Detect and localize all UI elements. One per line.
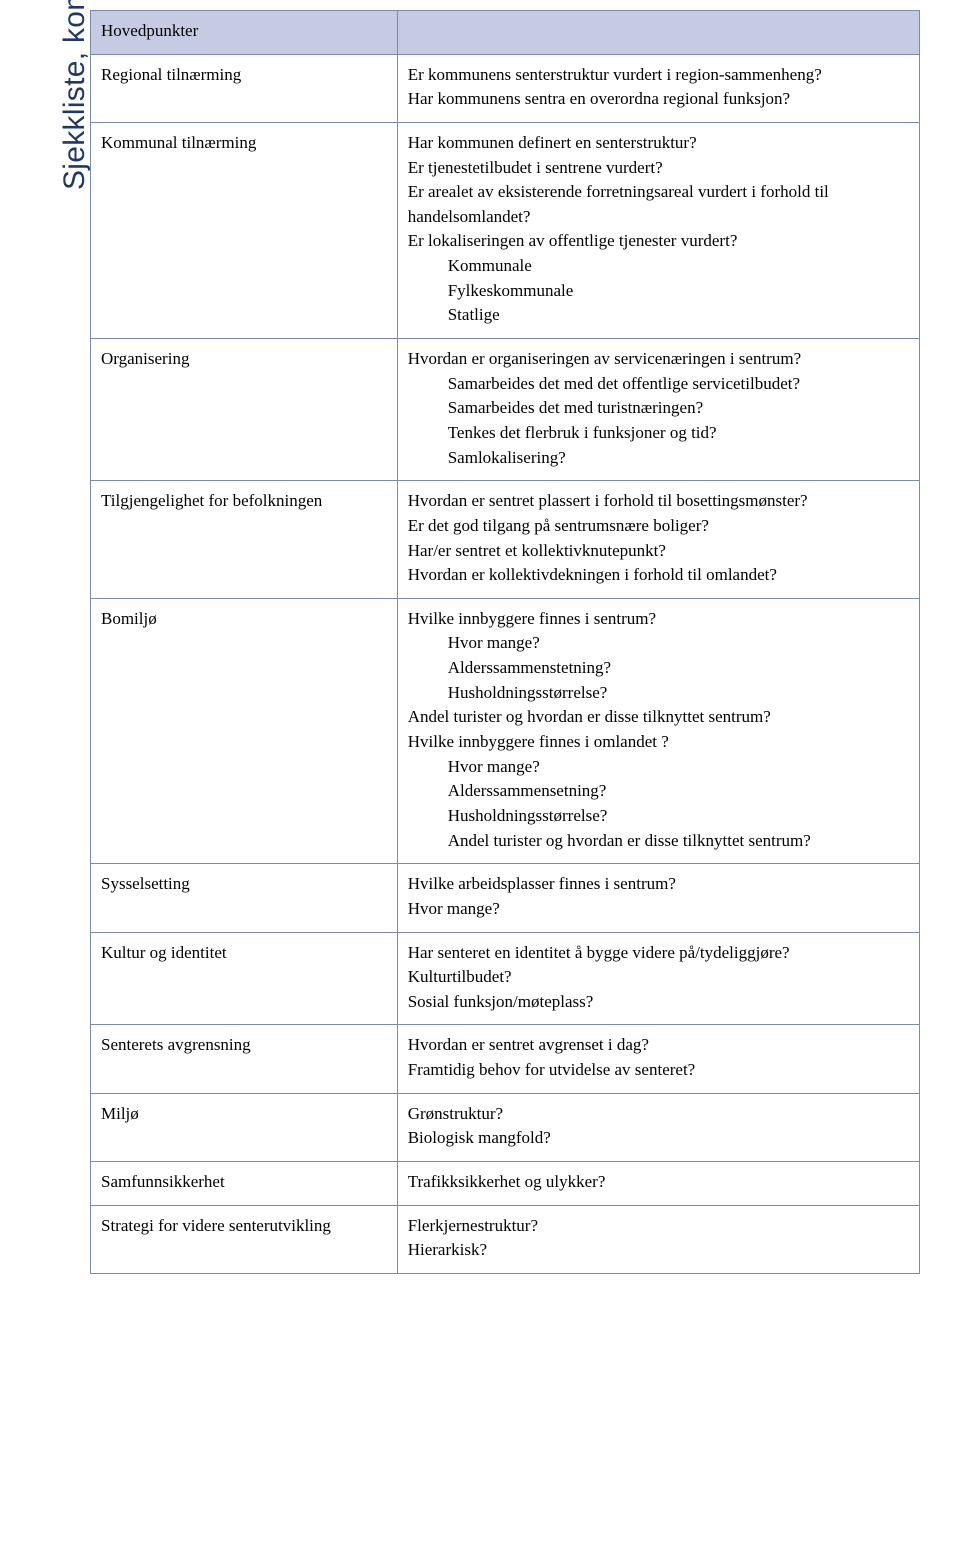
row-content: Hvordan er sentret plassert i forhold ti… xyxy=(397,481,919,599)
content-line: Samlokalisering? xyxy=(408,446,909,471)
row-content: Har senteret en identitet å bygge videre… xyxy=(397,932,919,1025)
content-line: Hierarkisk? xyxy=(408,1238,909,1263)
content-line: Flerkjernestruktur? xyxy=(408,1214,909,1239)
row-label: Sysselsetting xyxy=(91,864,398,932)
content-line: Andel turister og hvordan er disse tilkn… xyxy=(408,705,909,730)
row-content: Hvilke arbeidsplasser finnes i sentrum?H… xyxy=(397,864,919,932)
content-line: Er arealet av eksisterende forretningsar… xyxy=(408,180,909,229)
content-line: Biologisk mangfold? xyxy=(408,1126,909,1151)
content-line: Hvordan er sentret avgrenset i dag? xyxy=(408,1033,909,1058)
content-line: Grønstruktur? xyxy=(408,1102,909,1127)
table-row: BomiljøHvilke innbyggere finnes i sentru… xyxy=(91,598,920,863)
checklist-table: Hovedpunkter Regional tilnærming Er kommu… xyxy=(90,10,920,1274)
row-label: Bomiljø xyxy=(91,598,398,863)
content-line: Hvordan er sentret plassert i forhold ti… xyxy=(408,489,909,514)
content-line: Hvilke innbyggere finnes i sentrum? xyxy=(408,607,909,632)
row-label: Tilgjengelighet for befolkningen xyxy=(91,481,398,599)
content-line: Er lokaliseringen av offentlige tjeneste… xyxy=(408,229,909,254)
row-content: Trafikksikkerhet og ulykker? xyxy=(397,1161,919,1205)
table-body: Regional tilnærming Er kommunens senterst… xyxy=(91,54,920,1273)
row-content: Har kommunen definert en senterstruktur?… xyxy=(397,122,919,338)
content-line: Kommunale xyxy=(408,254,909,279)
content-line: Hvordan er kollektivdekningen i forhold … xyxy=(408,563,909,588)
table-row: Tilgjengelighet for befolkningen Hvordan … xyxy=(91,481,920,599)
table-row: MiljøGrønstruktur?Biologisk mangfold? xyxy=(91,1093,920,1161)
content-line: Har kommunen definert en senterstruktur? xyxy=(408,131,909,156)
header-left: Hovedpunkter xyxy=(91,11,398,55)
document-page: Sjekkliste, kommuneplan Hovedpunkter Reg… xyxy=(0,0,960,1304)
table-row: Regional tilnærming Er kommunens senterst… xyxy=(91,54,920,122)
content-line: Hvilke innbyggere finnes i omlandet ? xyxy=(408,730,909,755)
row-content: Hvilke innbyggere finnes i sentrum?Hvor … xyxy=(397,598,919,863)
content-line: Statlige xyxy=(408,303,909,328)
row-label: Miljø xyxy=(91,1093,398,1161)
content-line: Husholdningsstørrelse? xyxy=(408,681,909,706)
row-content: Grønstruktur?Biologisk mangfold? xyxy=(397,1093,919,1161)
row-label: Regional tilnærming xyxy=(91,54,398,122)
row-content: Hvordan er sentret avgrenset i dag?Framt… xyxy=(397,1025,919,1093)
row-content: Er kommunens senterstruktur vurdert i re… xyxy=(397,54,919,122)
table-row: Kultur og identitet Har senteret en ident… xyxy=(91,932,920,1025)
row-content: Hvordan er organiseringen av servicenæri… xyxy=(397,339,919,481)
header-right xyxy=(397,11,919,55)
content-line: Sosial funksjon/møteplass? xyxy=(408,990,909,1015)
content-line: Er kommunens senterstruktur vurdert i re… xyxy=(408,63,909,88)
content-line: Hvilke arbeidsplasser finnes i sentrum? xyxy=(408,872,909,897)
content-line: Hvor mange? xyxy=(408,755,909,780)
table-row: Strategi for videre senterutviklingFlerk… xyxy=(91,1205,920,1273)
row-label: Samfunnsikkerhet xyxy=(91,1161,398,1205)
content-line: Har senteret en identitet å bygge videre… xyxy=(408,941,909,966)
content-line: Hvordan er organiseringen av servicenæri… xyxy=(408,347,909,372)
sidebar-vertical-label: Sjekkliste, kommuneplan xyxy=(58,0,92,190)
content-line: Kulturtilbudet? xyxy=(408,965,909,990)
content-line: Husholdningsstørrelse? xyxy=(408,804,909,829)
content-line: Alderssammenstetning? xyxy=(408,656,909,681)
content-line: Framtidig behov for utvidelse av sentere… xyxy=(408,1058,909,1083)
content-line: Har kommunens sentra en overordna region… xyxy=(408,87,909,112)
row-label: Kommunal tilnærming xyxy=(91,122,398,338)
content-line: Samarbeides det med turistnæringen? xyxy=(408,396,909,421)
table-row: SysselsettingHvilke arbeidsplasser finne… xyxy=(91,864,920,932)
table-header-row: Hovedpunkter xyxy=(91,11,920,55)
content-line: Er det god tilgang på sentrumsnære bolig… xyxy=(408,514,909,539)
content-line: Samarbeides det med det offentlige servi… xyxy=(408,372,909,397)
content-line: Alderssammensetning? xyxy=(408,779,909,804)
content-line: Har/er sentret et kollektivknutepunkt? xyxy=(408,539,909,564)
content-line: Hvor mange? xyxy=(408,631,909,656)
content-line: Andel turister og hvordan er disse tilkn… xyxy=(408,829,909,854)
table-row: Organisering Hvordan er organiseringen av… xyxy=(91,339,920,481)
row-label: Organisering xyxy=(91,339,398,481)
table-row: Samfunnsikkerhet Trafikksikkerhet og ulyk… xyxy=(91,1161,920,1205)
content-line: Er tjenestetilbudet i sentrene vurdert? xyxy=(408,156,909,181)
row-content: Flerkjernestruktur?Hierarkisk? xyxy=(397,1205,919,1273)
row-label: Senterets avgrensning xyxy=(91,1025,398,1093)
row-label: Strategi for videre senterutvikling xyxy=(91,1205,398,1273)
content-line: Fylkeskommunale xyxy=(408,279,909,304)
content-line: Tenkes det flerbruk i funksjoner og tid? xyxy=(408,421,909,446)
table-row: Senterets avgrensningHvordan er sentret … xyxy=(91,1025,920,1093)
content-line: Trafikksikkerhet og ulykker? xyxy=(408,1170,909,1195)
content-line: Hvor mange? xyxy=(408,897,909,922)
row-label: Kultur og identitet xyxy=(91,932,398,1025)
table-row: Kommunal tilnærmingHar kommunen definert… xyxy=(91,122,920,338)
